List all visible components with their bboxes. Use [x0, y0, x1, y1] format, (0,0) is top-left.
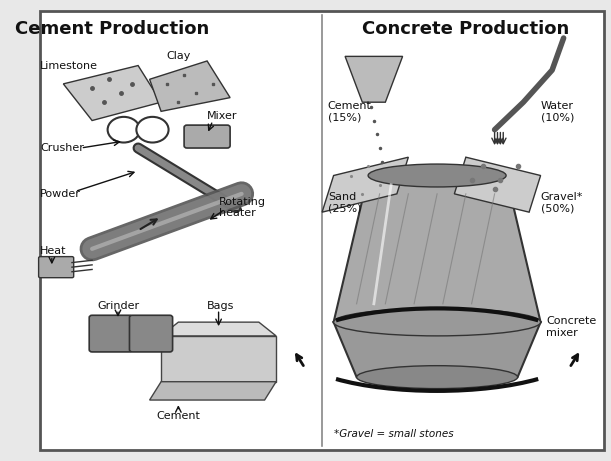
Polygon shape — [455, 157, 541, 212]
FancyBboxPatch shape — [184, 125, 230, 148]
Text: Mixer: Mixer — [207, 111, 238, 121]
Text: Sand
(25%): Sand (25%) — [328, 192, 361, 214]
Polygon shape — [64, 65, 161, 120]
FancyBboxPatch shape — [89, 315, 133, 352]
Text: Concrete
mixer: Concrete mixer — [546, 316, 596, 337]
Ellipse shape — [357, 366, 518, 389]
Text: Cement: Cement — [156, 411, 200, 421]
Text: Powder: Powder — [40, 189, 81, 199]
Text: Water
(10%): Water (10%) — [541, 100, 574, 122]
Ellipse shape — [334, 308, 541, 336]
Text: Crusher: Crusher — [40, 143, 84, 153]
Circle shape — [136, 117, 169, 142]
Polygon shape — [334, 176, 541, 322]
Polygon shape — [150, 61, 230, 112]
Text: Rotating
heater: Rotating heater — [219, 197, 266, 219]
Polygon shape — [334, 322, 541, 377]
Polygon shape — [161, 322, 276, 336]
Text: Gravel*
(50%): Gravel* (50%) — [541, 192, 583, 214]
Text: Cement
(15%): Cement (15%) — [328, 100, 371, 122]
Text: Cement Production: Cement Production — [15, 20, 210, 38]
Text: Limestone: Limestone — [40, 60, 98, 71]
Text: Clay: Clay — [167, 51, 191, 61]
FancyBboxPatch shape — [38, 257, 74, 278]
Text: Concrete Production: Concrete Production — [362, 20, 569, 38]
Polygon shape — [161, 336, 276, 382]
FancyBboxPatch shape — [40, 11, 604, 450]
Polygon shape — [345, 56, 403, 102]
Text: *Gravel = small stones: *Gravel = small stones — [334, 429, 453, 439]
Ellipse shape — [368, 164, 506, 187]
FancyBboxPatch shape — [130, 315, 172, 352]
Text: Heat: Heat — [40, 246, 67, 256]
Polygon shape — [322, 157, 408, 212]
Polygon shape — [150, 382, 276, 400]
Text: Grinder: Grinder — [97, 301, 139, 311]
Circle shape — [108, 117, 140, 142]
Text: Bags: Bags — [207, 301, 235, 311]
